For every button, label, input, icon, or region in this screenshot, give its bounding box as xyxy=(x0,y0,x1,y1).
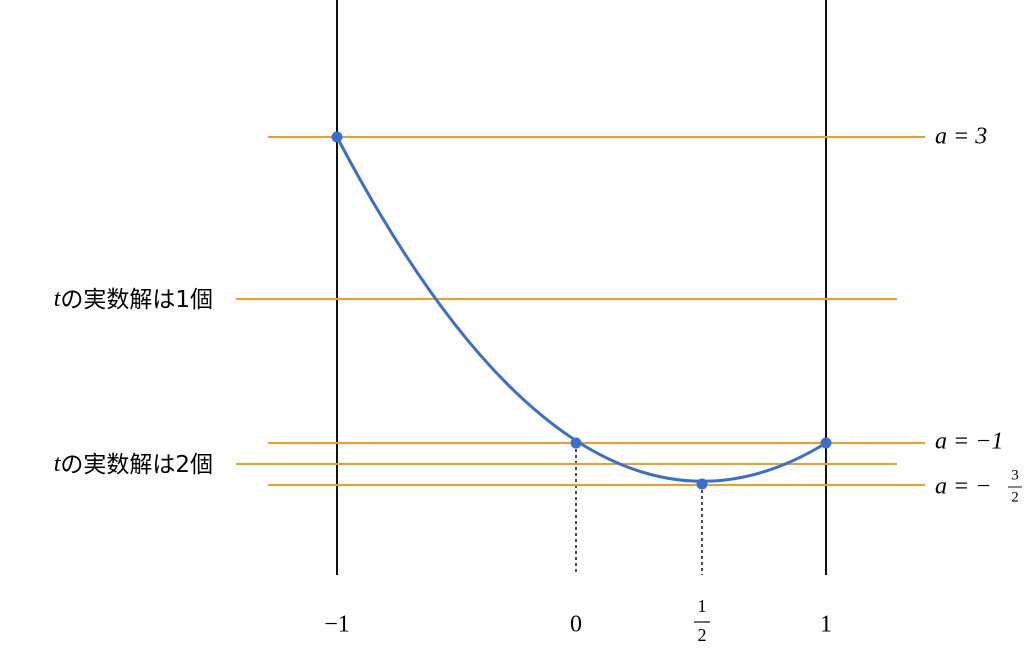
x-tick-label: 1 xyxy=(820,612,832,638)
point xyxy=(820,437,832,449)
parabola xyxy=(335,136,827,483)
label-text: の実数解は2個 xyxy=(60,452,213,478)
level-label: tの実数解は1個 xyxy=(54,286,213,313)
fraction-numerator: 1 xyxy=(698,596,707,616)
x-tick-label: 0 xyxy=(570,612,582,638)
point xyxy=(570,437,582,449)
level-label: a = − xyxy=(935,474,991,500)
level-label: a = 3 xyxy=(935,124,987,150)
fraction-denominator: 2 xyxy=(698,625,707,645)
variable: t xyxy=(54,451,62,477)
x-tick-label: −1 xyxy=(324,612,350,638)
level-label: tの実数解は2個 xyxy=(54,451,213,478)
label-text: の実数解は1個 xyxy=(60,287,213,313)
variable: t xyxy=(54,286,62,312)
level-label: a = −1 xyxy=(935,429,1003,455)
fraction-denominator: 2 xyxy=(1011,489,1019,505)
point xyxy=(331,131,343,143)
fraction-numerator: 3 xyxy=(1011,467,1019,483)
point xyxy=(696,478,708,490)
